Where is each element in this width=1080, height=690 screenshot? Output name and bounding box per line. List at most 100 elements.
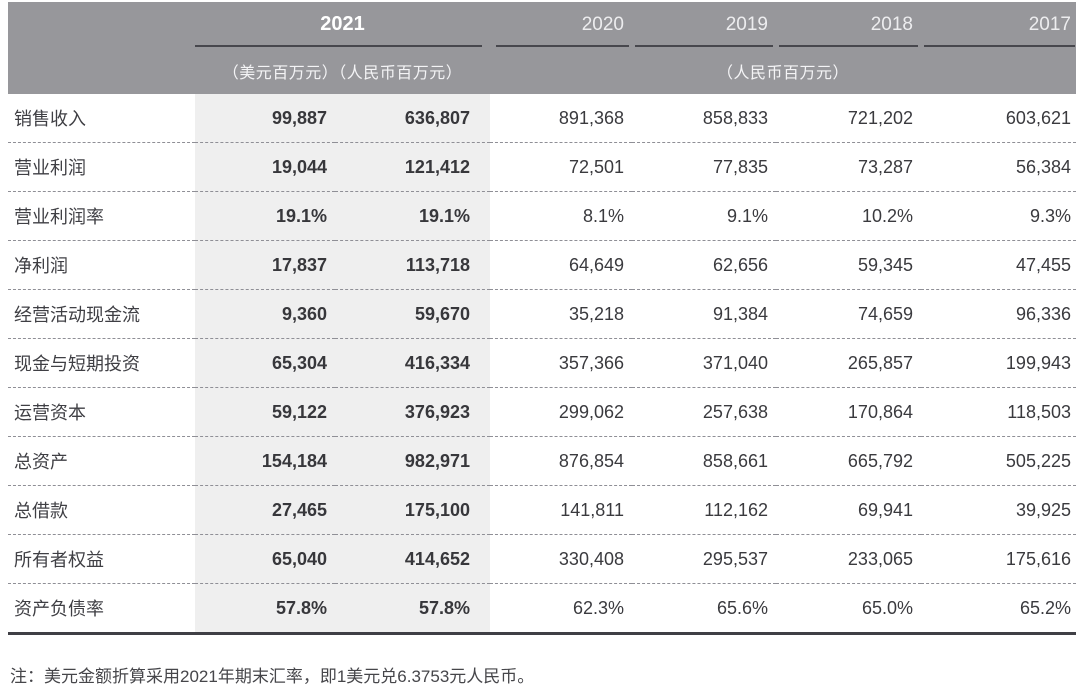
row-label: 总资产 — [8, 436, 195, 486]
value-2021-rmb: 414,652 — [335, 534, 490, 584]
table-row: 资产负债率 57.8% 57.8% 62.3% 65.6% 65.0% 65.2… — [8, 583, 1076, 634]
value-2020: 62.3% — [490, 583, 632, 634]
table-row: 营业利润 19,044 121,412 72,501 77,835 73,287… — [8, 142, 1076, 192]
row-label: 营业利润 — [8, 142, 195, 192]
value-2017: 9.3% — [921, 191, 1076, 241]
value-2020: 64,649 — [490, 240, 632, 290]
value-2019: 91,384 — [632, 289, 776, 339]
year-2018-header: 2018 — [776, 2, 921, 47]
value-2017: 505,225 — [921, 436, 1076, 486]
value-2021-rmb: 121,412 — [335, 142, 490, 192]
value-2017: 175,616 — [921, 534, 1076, 584]
value-2021-usd: 19.1% — [195, 191, 335, 241]
year-2021-header: 2021 — [195, 2, 490, 47]
row-label: 总借款 — [8, 485, 195, 535]
table-row: 运营资本 59,122 376,923 299,062 257,638 170,… — [8, 387, 1076, 437]
value-2017: 65.2% — [921, 583, 1076, 634]
value-2018: 170,864 — [776, 387, 921, 437]
value-2021-rmb: 57.8% — [335, 583, 490, 634]
value-2019: 858,661 — [632, 436, 776, 486]
value-2020: 35,218 — [490, 289, 632, 339]
value-2017: 39,925 — [921, 485, 1076, 535]
unit-rmb-label: （人民币百万元） — [338, 64, 463, 82]
value-2021-rmb: 19.1% — [335, 191, 490, 241]
table-row: 净利润 17,837 113,718 64,649 62,656 59,345 … — [8, 240, 1076, 290]
value-2020: 72,501 — [490, 142, 632, 192]
financial-summary: 2021 2020 2019 2018 2017 （美元百万元）（人民币百万元）… — [8, 2, 1076, 687]
value-2019: 112,162 — [632, 485, 776, 535]
value-2019: 371,040 — [632, 338, 776, 388]
value-2021-usd: 154,184 — [195, 436, 335, 486]
unit-blank-cell — [8, 47, 195, 94]
value-2021-usd: 59,122 — [195, 387, 335, 437]
value-2020: 357,366 — [490, 338, 632, 388]
table-row: 营业利润率 19.1% 19.1% 8.1% 9.1% 10.2% 9.3% — [8, 191, 1076, 241]
value-2021-rmb: 416,334 — [335, 338, 490, 388]
row-label: 销售收入 — [14, 109, 86, 129]
row-label: 净利润 — [8, 240, 195, 290]
row-label: 所有者权益 — [8, 534, 195, 584]
value-2018: 10.2% — [776, 191, 921, 241]
value-2020: 299,062 — [490, 387, 632, 437]
value-2019: 257,638 — [632, 387, 776, 437]
value-2019: 295,537 — [632, 534, 776, 584]
value-2019: 77,835 — [632, 142, 776, 192]
financial-summary-table: 2021 2020 2019 2018 2017 （美元百万元）（人民币百万元）… — [8, 2, 1076, 635]
value-2021-usd: 57.8% — [195, 583, 335, 634]
year-2017-header: 2017 — [921, 2, 1076, 47]
value-2018: 721,202 — [847, 107, 913, 128]
table-row: 销售收入 99,887 636,807 891,368 858,833 721,… — [8, 94, 1076, 143]
row-label: 经营活动现金流 — [8, 289, 195, 339]
row-label: 运营资本 — [8, 387, 195, 437]
value-2017: 118,503 — [921, 387, 1076, 437]
table-row: 经营活动现金流 9,360 59,670 35,218 91,384 74,65… — [8, 289, 1076, 339]
year-header-row: 2021 2020 2019 2018 2017 — [8, 2, 1076, 47]
value-2018: 74,659 — [776, 289, 921, 339]
value-2017: 96,336 — [921, 289, 1076, 339]
table-header: 2021 2020 2019 2018 2017 （美元百万元）（人民币百万元）… — [8, 2, 1076, 94]
value-2021-usd: 17,837 — [195, 240, 335, 290]
value-2021-usd: 19,044 — [195, 142, 335, 192]
value-2021-rmb: 376,923 — [335, 387, 490, 437]
value-2019: 9.1% — [632, 191, 776, 241]
unit-2021-cell: （美元百万元）（人民币百万元） — [195, 47, 490, 94]
unit-usd-label: （美元百万元） — [222, 64, 339, 82]
table-row: 总资产 154,184 982,971 876,854 858,661 665,… — [8, 436, 1076, 486]
value-2018: 665,792 — [776, 436, 921, 486]
value-2017: 56,384 — [921, 142, 1076, 192]
value-2021-usd: 65,040 — [195, 534, 335, 584]
unit-prior-years-cell: （人民币百万元） — [490, 47, 1076, 94]
value-2018: 69,941 — [776, 485, 921, 535]
value-2021-usd: 27,465 — [195, 485, 335, 535]
value-2019: 62,656 — [632, 240, 776, 290]
table-row: 总借款 27,465 175,100 141,811 112,162 69,94… — [8, 485, 1076, 535]
value-2017: 47,455 — [921, 240, 1076, 290]
value-2021-usd: 65,304 — [195, 338, 335, 388]
value-2021-rmb: 113,718 — [335, 240, 490, 290]
value-2021-usd: 99,887 — [195, 94, 335, 143]
value-2020: 330,408 — [490, 534, 632, 584]
value-2020: 141,811 — [490, 485, 632, 535]
table-body: 销售收入 99,887 636,807 891,368 858,833 721,… — [8, 94, 1076, 634]
value-2019: 65.6% — [632, 583, 776, 634]
value-2017: 603,621 — [1005, 107, 1071, 128]
value-2018: 73,287 — [776, 142, 921, 192]
value-2021-rmb: 59,670 — [335, 289, 490, 339]
year-2019-header: 2019 — [632, 2, 776, 47]
value-2018: 233,065 — [776, 534, 921, 584]
unit-header-row: （美元百万元）（人民币百万元） （人民币百万元） — [8, 47, 1076, 94]
value-2017: 199,943 — [921, 338, 1076, 388]
row-label: 现金与短期投资 — [8, 338, 195, 388]
value-2020: 891,368 — [558, 107, 624, 128]
table-row: 所有者权益 65,040 414,652 330,408 295,537 233… — [8, 534, 1076, 584]
value-2021-usd: 9,360 — [195, 289, 335, 339]
header-blank-cell — [8, 2, 195, 47]
value-2018: 65.0% — [776, 583, 921, 634]
value-2018: 59,345 — [776, 240, 921, 290]
table-row: 现金与短期投资 65,304 416,334 357,366 371,040 2… — [8, 338, 1076, 388]
value-2020: 8.1% — [490, 191, 632, 241]
value-2018: 265,857 — [776, 338, 921, 388]
value-2021-rmb: 982,971 — [335, 436, 490, 486]
value-2021-rmb: 636,807 — [335, 94, 490, 143]
footnote: 注：美元金额折算采用2021年期末汇率，即1美元兑6.3753元人民币。 — [10, 667, 535, 686]
